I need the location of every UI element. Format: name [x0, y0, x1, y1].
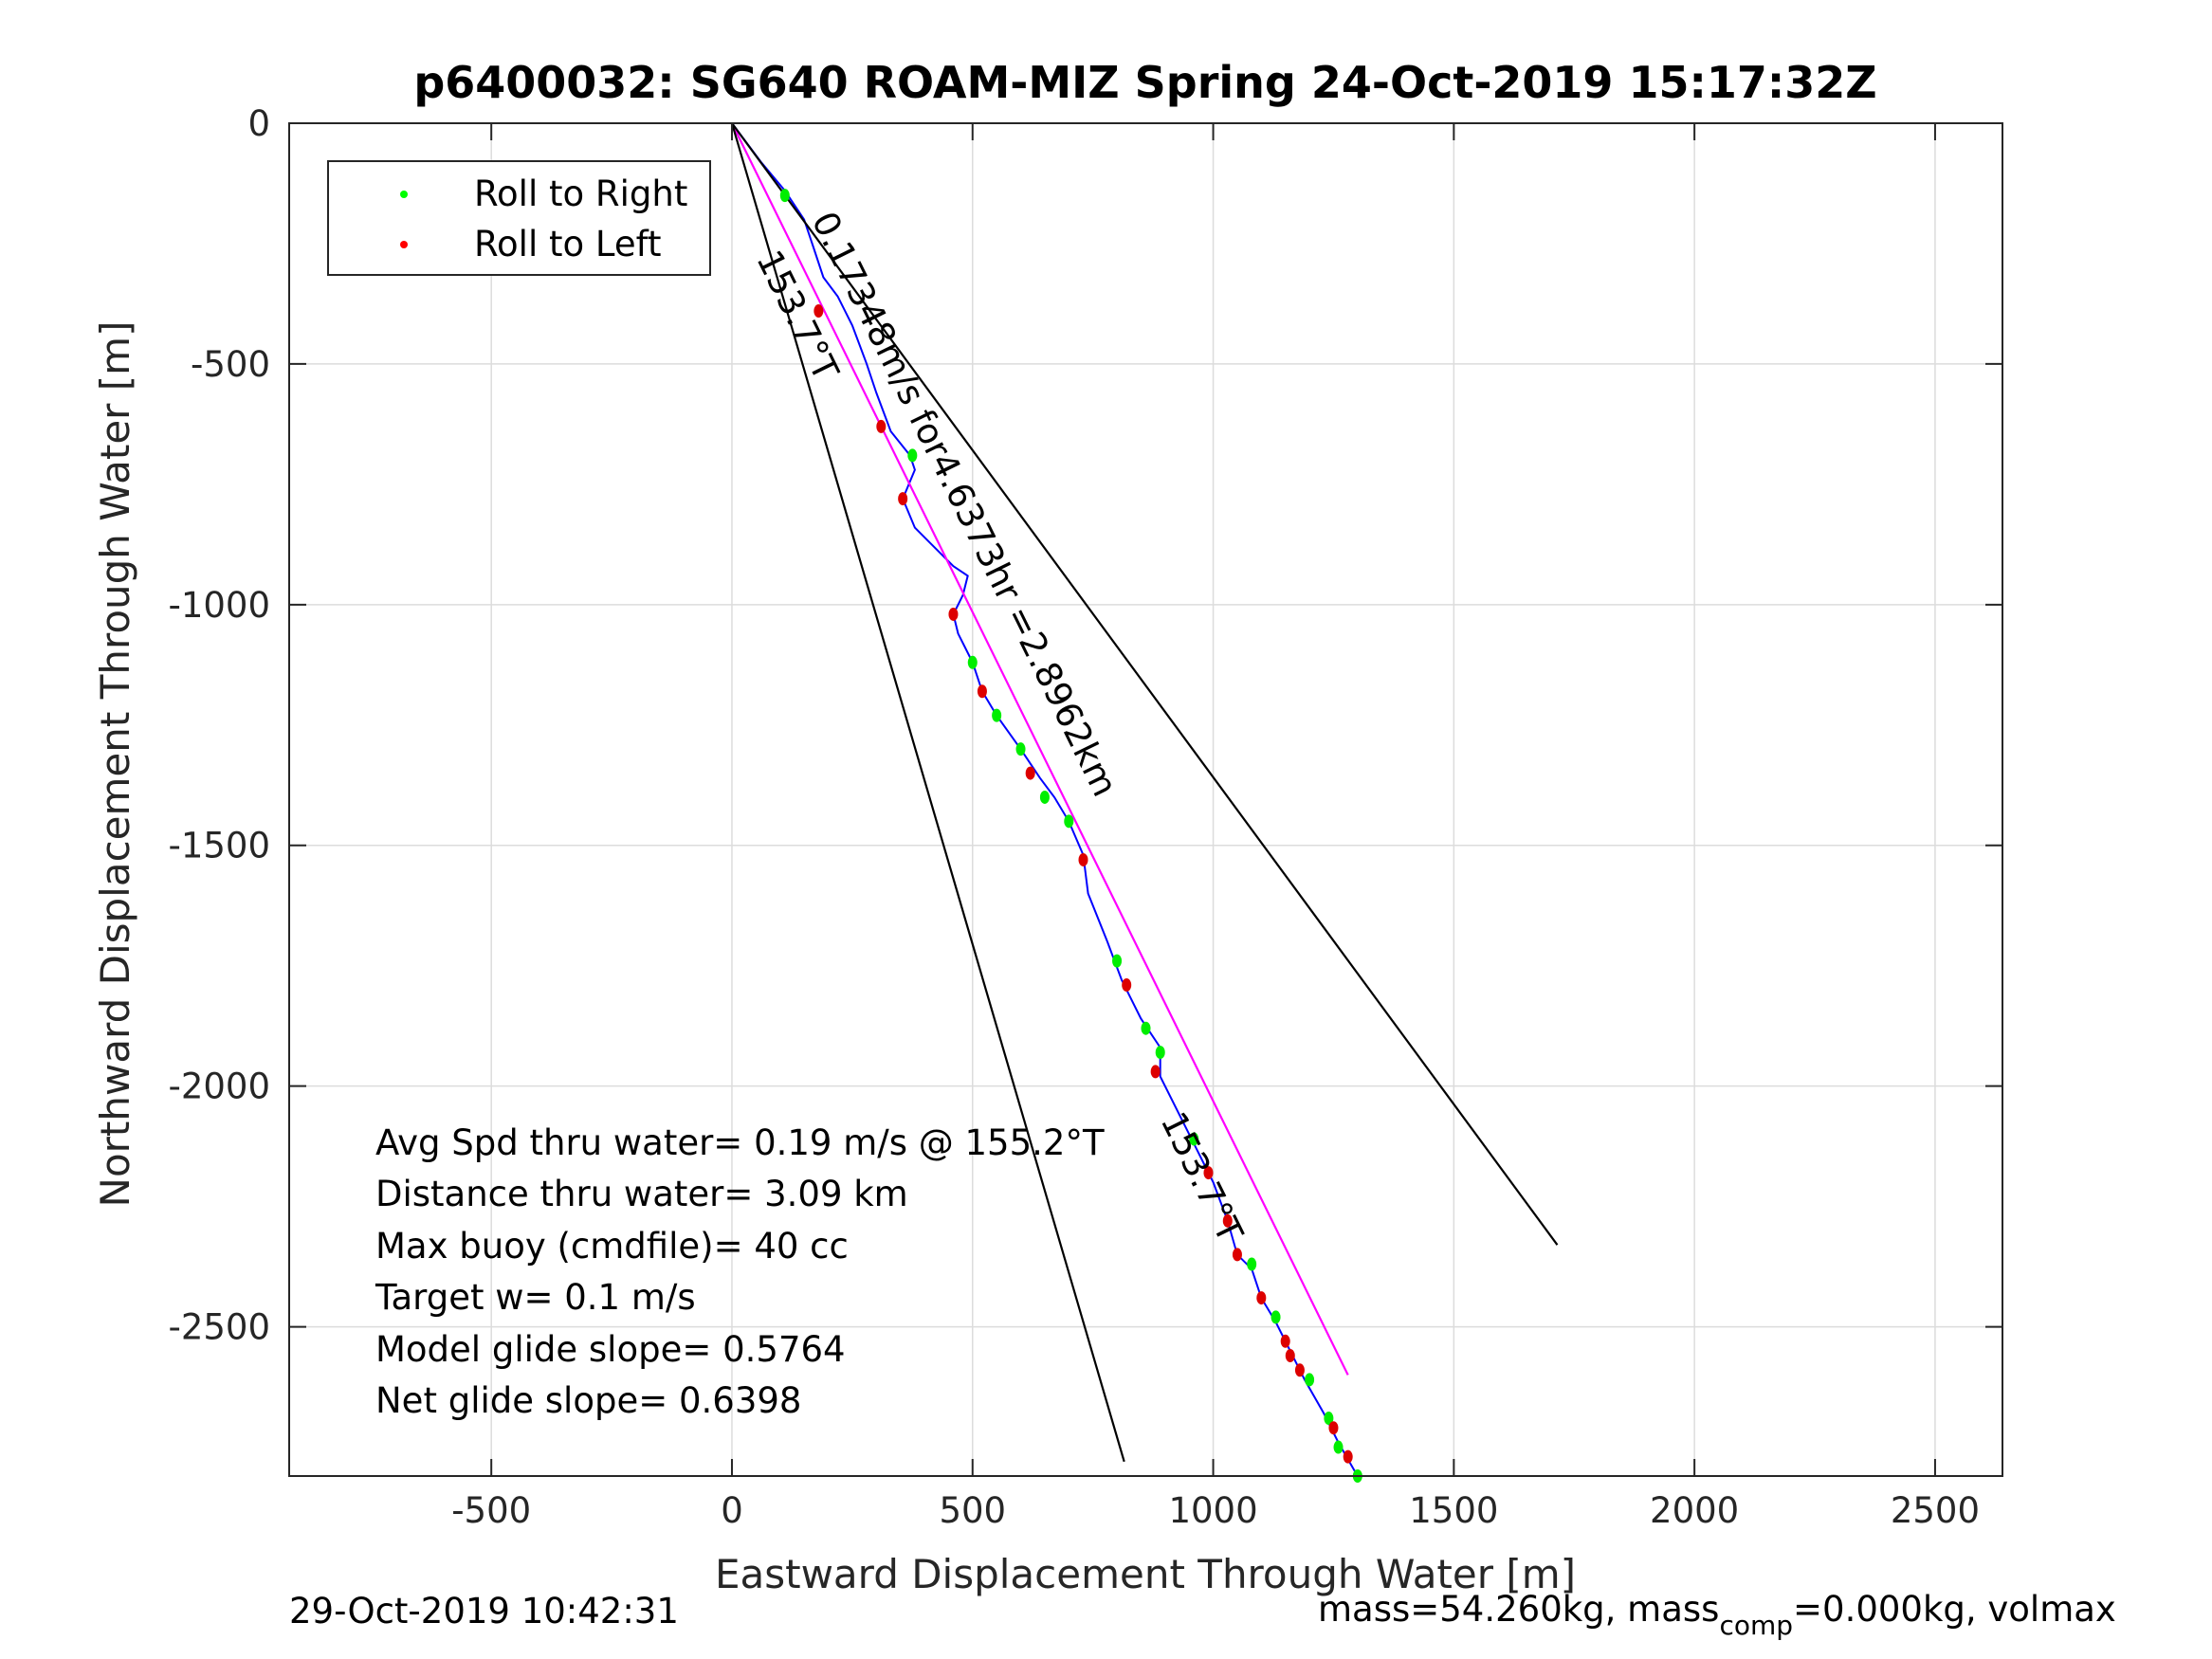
axis-ticks: -500 0 500 1000 1500 2000 2500 0 -500 -1000 -1500 -… — [168, 103, 2002, 1531]
annotation-heading-b: 153.7°T — [1153, 1105, 1252, 1249]
roll-left-marker — [1328, 1421, 1339, 1435]
roll-left-marker — [1122, 978, 1132, 993]
roll-right-marker — [967, 655, 978, 669]
roll-right-marker — [1039, 790, 1050, 804]
x-axis-label: Eastward Displacement Through Water [m] — [715, 1551, 1576, 1597]
footer-mass-a: mass=54.260kg, mass — [1318, 1589, 1719, 1630]
legend: Roll to Right Roll to Left — [327, 160, 711, 276]
roll-left-marker — [1232, 1248, 1242, 1262]
roll-left-marker — [948, 607, 959, 621]
x-tick-label: 2000 — [1650, 1490, 1739, 1531]
y-tick-label: -2500 — [168, 1307, 270, 1348]
roll-left-marker — [898, 492, 908, 506]
roll-markers — [779, 189, 1362, 1483]
roll-right-marker — [1189, 1132, 1199, 1146]
roll-right-marker — [1333, 1440, 1344, 1454]
roll-right-marker — [907, 448, 918, 463]
legend-marker-roll-left — [400, 241, 408, 248]
footer-mass-sub: comp — [1719, 1610, 1793, 1641]
roll-right-marker — [1305, 1373, 1315, 1387]
stat-distance: Distance thru water= 3.09 km — [375, 1174, 908, 1214]
roll-left-marker — [1025, 766, 1035, 780]
y-tick-label: -1500 — [168, 826, 270, 866]
roll-right-marker — [1155, 1046, 1165, 1060]
footer-mass-b: =0.000kg, volmax — [1793, 1589, 2116, 1630]
roll-right-marker — [1271, 1310, 1281, 1324]
roll-right-marker — [1015, 742, 1026, 757]
bound-line-b — [731, 122, 1559, 1246]
roll-right-marker — [779, 189, 790, 203]
roll-left-marker — [1343, 1449, 1353, 1464]
stat-max-buoy: Max buoy (cmdfile)= 40 cc — [375, 1226, 849, 1267]
footer-mass: mass=54.260kg, masscomp=0.000kg, volmax — [1318, 1589, 2116, 1641]
legend-box — [327, 160, 711, 276]
y-tick-label: 0 — [247, 103, 270, 144]
roll-left-marker — [1150, 1065, 1161, 1079]
roll-left-marker — [1294, 1363, 1305, 1377]
roll-left-marker — [1280, 1334, 1290, 1348]
roll-right-marker — [1141, 1021, 1151, 1035]
annotation-speed-distance: 0.17348m/s for4.6373hr =2.8962km — [804, 206, 1125, 803]
roll-left-marker — [1256, 1291, 1267, 1305]
x-tick-label: 1500 — [1409, 1490, 1498, 1531]
roll-left-marker — [977, 684, 987, 699]
roll-left-marker — [1203, 1166, 1214, 1180]
roll-right-marker — [1247, 1257, 1257, 1271]
y-tick-label: -1000 — [168, 585, 270, 626]
legend-marker-roll-right — [400, 191, 408, 198]
roll-left-marker — [1222, 1213, 1233, 1228]
x-tick-label: 500 — [939, 1490, 1006, 1531]
roll-left-marker — [814, 304, 824, 319]
x-tick-label: -500 — [451, 1490, 531, 1531]
grid-lines — [289, 122, 2002, 1476]
y-tick-label: -500 — [191, 344, 270, 385]
roll-right-marker — [992, 708, 1002, 722]
bound-line-a — [730, 122, 1125, 1463]
roll-right-marker — [1324, 1412, 1334, 1426]
chart-title: p6400032: SG640 ROAM-MIZ Spring 24-Oct-2… — [413, 57, 1876, 108]
stat-model-glide-slope: Model glide slope= 0.5764 — [375, 1329, 846, 1370]
roll-left-marker — [1285, 1349, 1295, 1363]
y-axis-label: Northward Displacement Through Water [m] — [92, 321, 138, 1208]
x-tick-label: 2500 — [1891, 1490, 1980, 1531]
axes-box — [288, 122, 2003, 1477]
net-heading-line — [731, 122, 1349, 1376]
roll-right-marker — [1064, 814, 1074, 829]
roll-left-marker — [876, 419, 887, 433]
roll-left-marker — [1078, 852, 1088, 866]
y-tick-label: -2000 — [168, 1066, 270, 1107]
stats-block: Avg Spd thru water= 0.19 m/s @ 155.2°T D… — [375, 1122, 1105, 1421]
stat-net-glide-slope: Net glide slope= 0.6398 — [375, 1380, 801, 1421]
footer-timestamp: 29-Oct-2019 10:42:31 — [289, 1591, 679, 1632]
stat-avg-speed: Avg Spd thru water= 0.19 m/s @ 155.2°T — [375, 1122, 1105, 1163]
x-tick-label: 1000 — [1168, 1490, 1257, 1531]
legend-label-roll-left: Roll to Left — [474, 224, 662, 264]
x-tick-label: 0 — [721, 1490, 743, 1531]
stat-target-w: Target w= 0.1 m/s — [375, 1277, 696, 1318]
legend-label-roll-right: Roll to Right — [474, 173, 687, 214]
roll-right-marker — [1112, 954, 1123, 968]
